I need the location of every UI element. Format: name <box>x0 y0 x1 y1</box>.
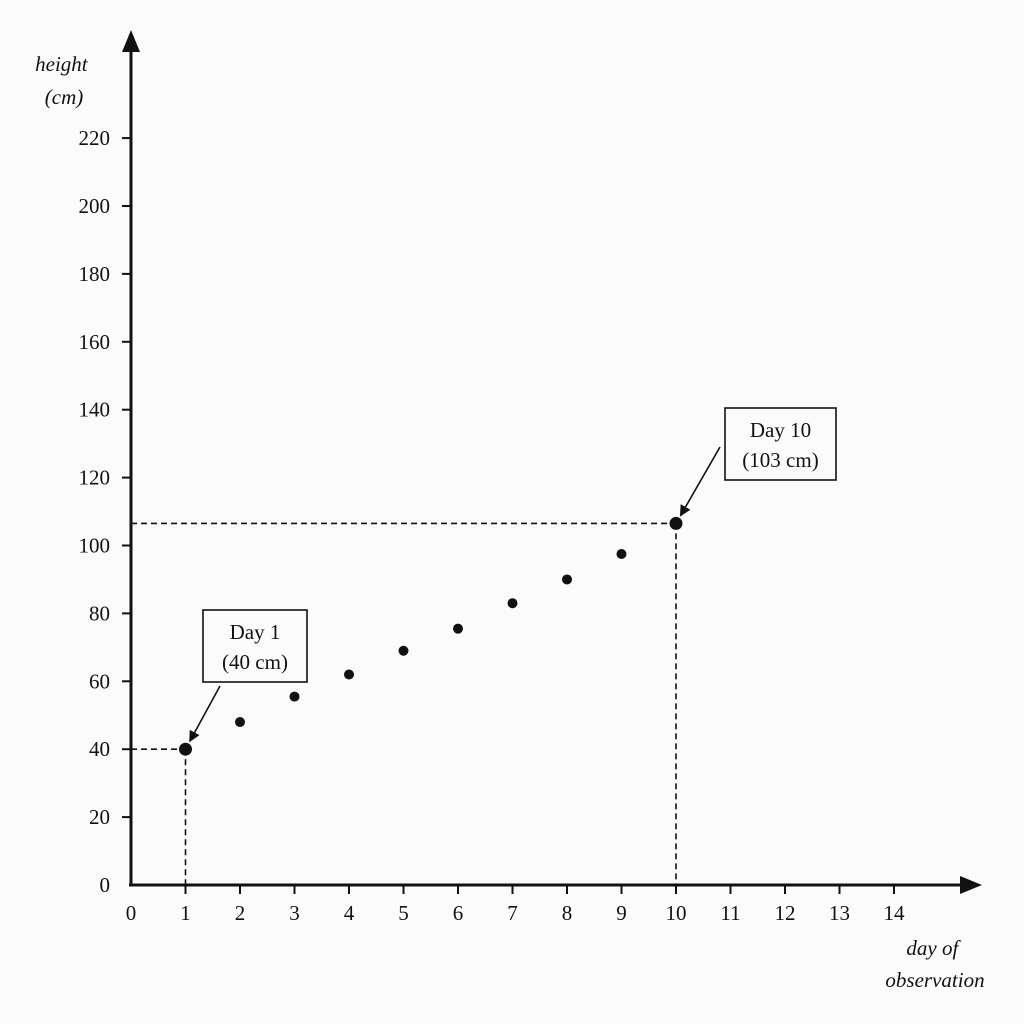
data-point <box>179 742 192 756</box>
data-point <box>669 516 683 530</box>
guide-lines <box>131 522 677 885</box>
y-tick-label: 60 <box>89 669 110 693</box>
x-axis-title-line-2: observation <box>885 968 984 992</box>
x-tick-label: 7 <box>507 901 518 925</box>
y-tick-label: 140 <box>79 398 111 422</box>
x-tick-label: 12 <box>775 901 796 925</box>
data-points <box>179 516 683 756</box>
data-point <box>289 691 300 702</box>
x-tick-label: 10 <box>666 901 687 925</box>
callout-label: Day 10 <box>750 418 811 442</box>
data-point <box>616 548 627 559</box>
data-point <box>562 574 572 585</box>
y-tick-label: 160 <box>79 330 111 354</box>
x-tick-label: 5 <box>398 901 409 925</box>
y-axis-title-line-1: height <box>35 52 89 76</box>
x-ticks: 0 1 2 3 4 5 6 7 8 9 10 11 12 13 14 <box>126 885 905 925</box>
callout-label: (103 cm) <box>742 448 818 472</box>
y-tick-label: 80 <box>89 601 110 625</box>
y-tick-label: 120 <box>79 466 111 490</box>
x-tick-label: 11 <box>720 901 740 925</box>
callout-arrow <box>189 685 221 743</box>
callout-box <box>202 609 308 683</box>
callout-box <box>724 407 837 481</box>
x-axis-arrow <box>960 876 982 894</box>
x-tick-label: 1 <box>180 901 191 925</box>
callouts: Day 1 (40 cm) Day 10 (103 cm) <box>189 407 837 743</box>
callout-arrow <box>679 446 721 517</box>
x-tick-label: 13 <box>829 901 850 925</box>
data-point <box>235 717 245 728</box>
x-tick-label: 8 <box>562 901 573 925</box>
y-tick-label: 0 <box>100 873 111 897</box>
data-point <box>344 669 354 680</box>
data-point <box>507 598 518 609</box>
callout-label: (40 cm) <box>222 650 288 674</box>
x-tick-label: 14 <box>884 901 906 925</box>
y-tick-label: 20 <box>89 805 110 829</box>
x-axis-title: day of observation <box>885 936 984 992</box>
data-point <box>453 623 463 634</box>
y-ticks: 0 20 40 60 80 100 120 140 160 180 200 220 <box>79 126 131 897</box>
y-axis-title-line-2: (cm) <box>45 85 83 109</box>
y-tick-label: 100 <box>79 534 111 558</box>
x-tick-label: 2 <box>235 901 246 925</box>
x-tick-label: 0 <box>126 901 137 925</box>
x-tick-label: 9 <box>616 901 627 925</box>
y-axis-arrow <box>122 30 140 52</box>
callout-label: Day 1 <box>230 620 281 644</box>
x-tick-label: 6 <box>453 901 464 925</box>
x-tick-label: 3 <box>289 901 300 925</box>
x-tick-label: 4 <box>344 901 355 925</box>
data-point <box>398 645 409 656</box>
x-axis-title-line-1: day of <box>906 936 961 960</box>
callout: Day 10 (103 cm) <box>679 407 837 517</box>
y-axis-title: height (cm) <box>35 52 93 109</box>
y-tick-label: 40 <box>89 737 110 761</box>
callout: Day 1 (40 cm) <box>189 609 308 743</box>
y-tick-label: 220 <box>79 126 111 150</box>
y-tick-label: 200 <box>79 194 111 218</box>
y-tick-label: 180 <box>79 262 111 286</box>
